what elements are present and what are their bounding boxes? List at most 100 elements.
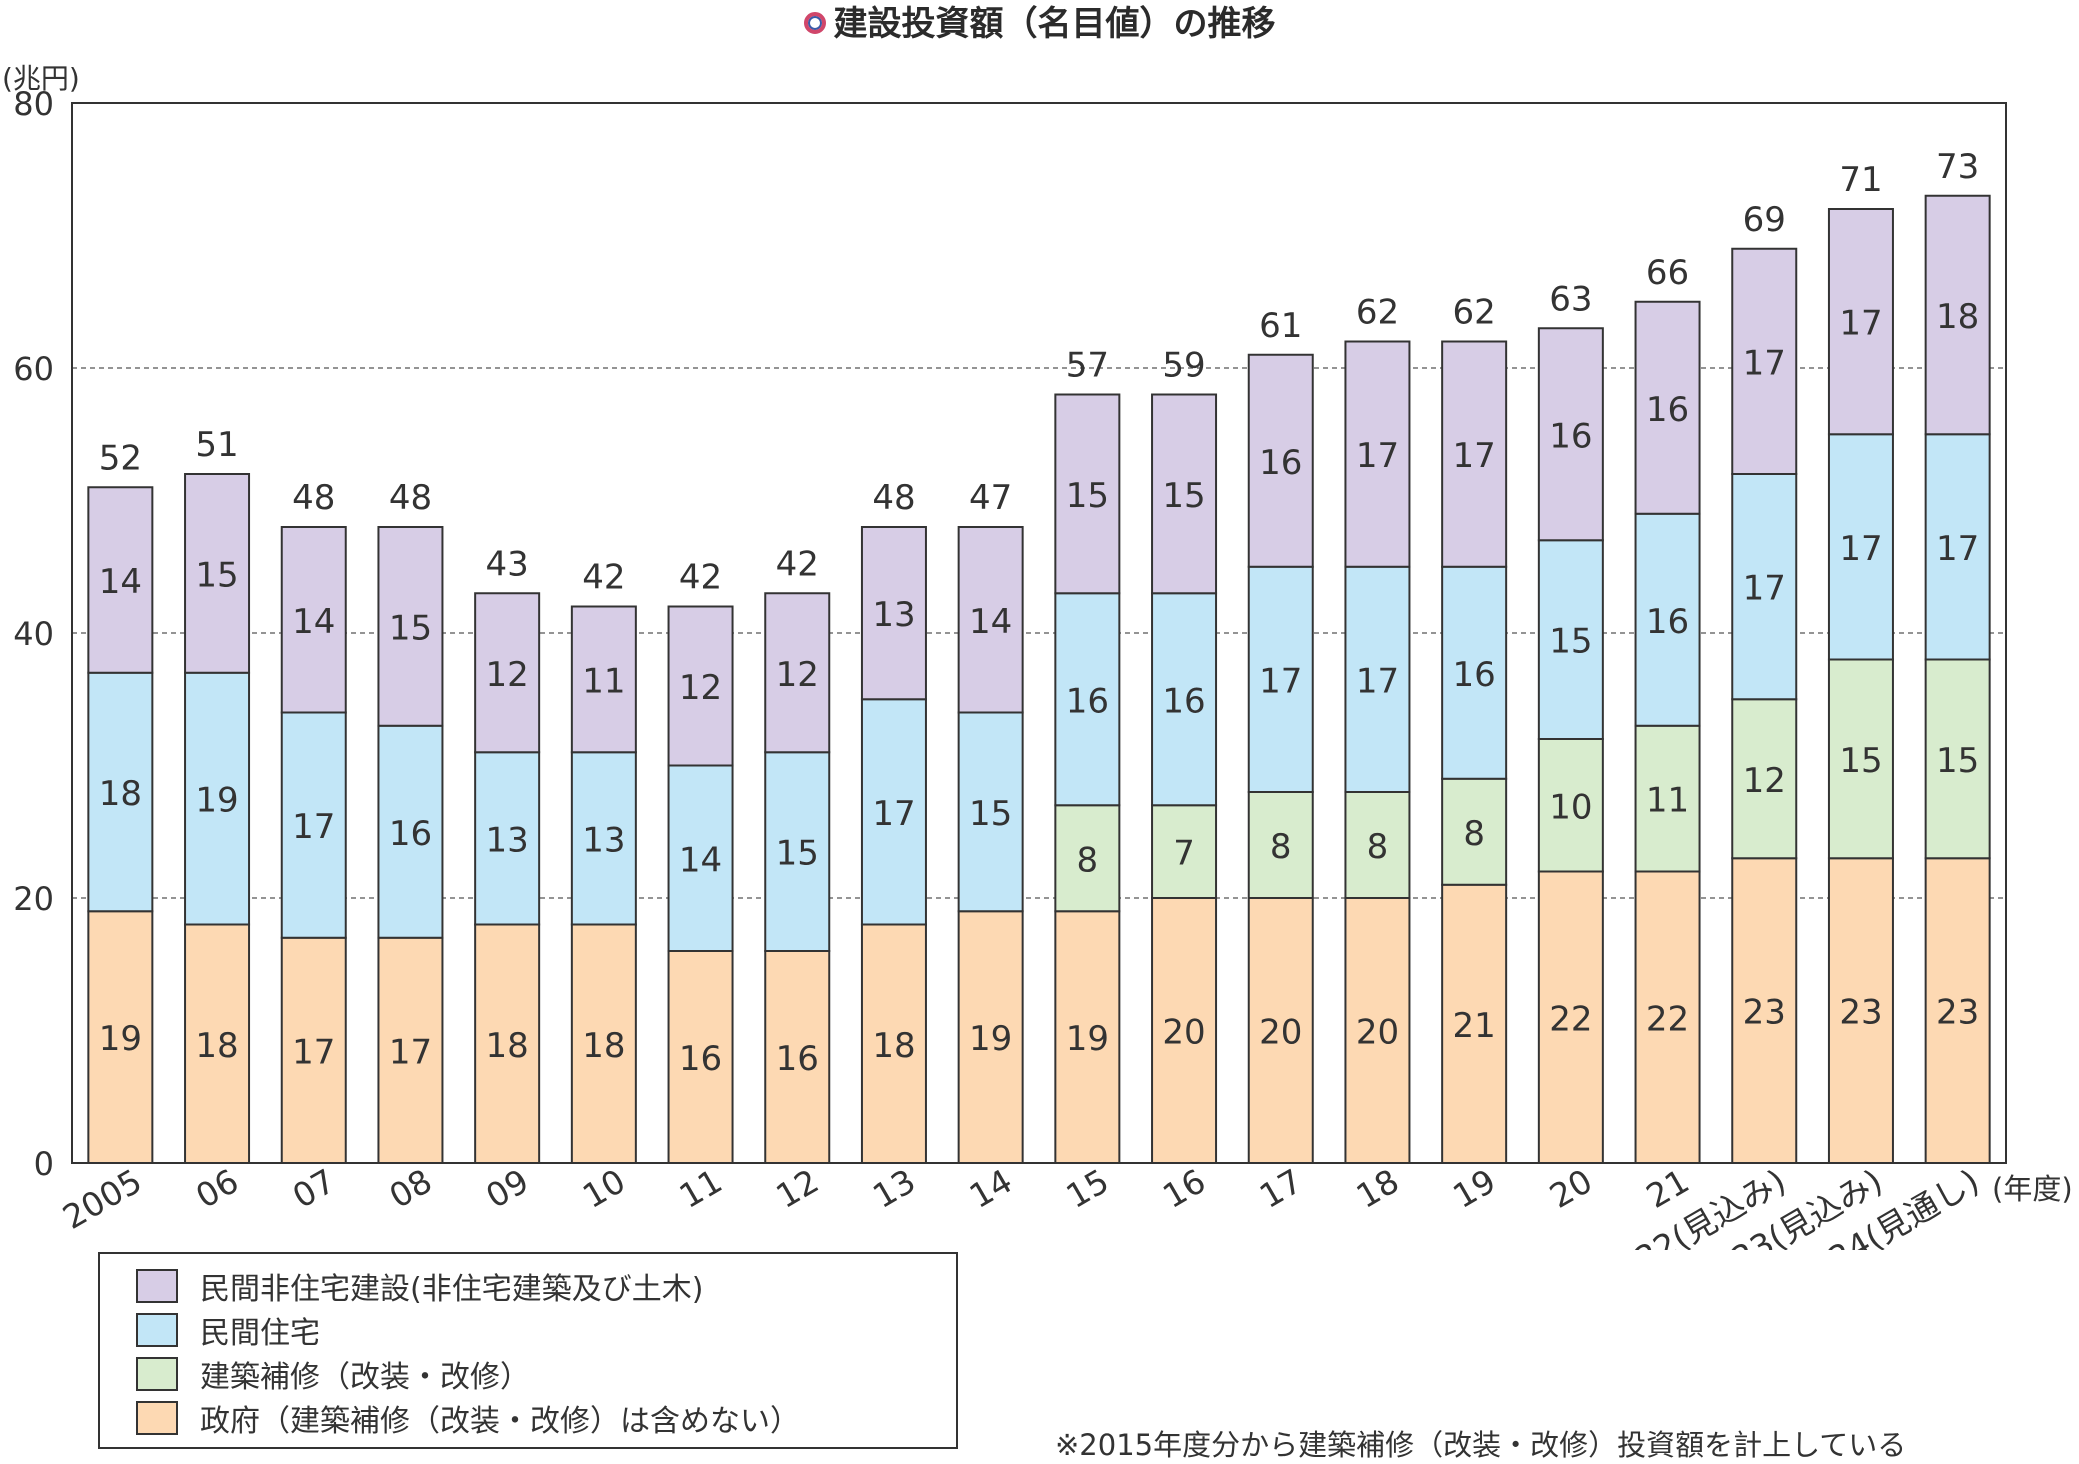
plot-frame [71, 102, 2007, 1164]
segment-value-label: 13 [486, 820, 529, 860]
segment-value-label: 19 [195, 781, 238, 821]
bar-segment [1634, 512, 1701, 727]
segment-value-label: 17 [1936, 529, 1979, 569]
legend-item: 民間非住宅建設(非住宅建築及び土木) [136, 1266, 703, 1307]
bar-segment [87, 486, 154, 674]
segment-value-label: 17 [1839, 529, 1882, 569]
bar-total-label: 51 [195, 425, 238, 465]
chart-title: 建設投資額（名目値）の推移 [0, 4, 2079, 44]
x-tick-label: 11 [673, 1161, 729, 1216]
segment-value-label: 16 [1162, 681, 1205, 721]
segment-value-label: 23 [1743, 993, 1786, 1033]
segment-value-label: 16 [1066, 681, 1109, 721]
x-tick-label: 17 [1253, 1161, 1309, 1216]
segment-value-label: 20 [1162, 1013, 1205, 1053]
bar-segment [1247, 565, 1314, 793]
bar-segment [377, 526, 444, 727]
x-tick-label: 08 [383, 1161, 439, 1216]
chart-title-text: 建設投資額（名目値）の推移 [833, 4, 1276, 44]
bar-segment [280, 711, 347, 939]
x-tick-label: 09 [479, 1161, 535, 1216]
segment-value-label: 8 [1463, 814, 1485, 854]
bar-segment [1924, 194, 1991, 436]
bar-segment [1344, 340, 1411, 568]
segment-value-label: 14 [679, 840, 722, 880]
segment-value-label: 17 [1356, 436, 1399, 476]
segment-value-label: 8 [1270, 827, 1292, 867]
segment-value-label: 13 [582, 820, 625, 860]
segment-value-label: 15 [1162, 476, 1205, 516]
segment-value-label: 13 [872, 595, 915, 635]
segment-value-label: 16 [1646, 602, 1689, 642]
segment-value-label: 16 [679, 1039, 722, 1079]
legend-label: 政府（建築補修（改装・改修）は含めない） [200, 1404, 800, 1439]
bar-total-label: 62 [1453, 293, 1496, 333]
bar-segment [1151, 393, 1218, 595]
label-layer: 19 18 14 52 18 19 15 51 17 17 14 48 17 16 15 48 18 13 12 43… [99, 147, 1980, 1079]
segment-value-label: 12 [1743, 761, 1786, 801]
segment-value-label: 14 [99, 562, 142, 602]
segment-value-label: 15 [195, 555, 238, 595]
segment-value-label: 16 [1646, 390, 1689, 430]
bar-segment [570, 751, 637, 926]
segment-value-label: 18 [195, 1026, 238, 1066]
segment-value-label: 16 [1453, 655, 1496, 695]
bar-total-label: 66 [1646, 253, 1689, 293]
bar-total-label: 48 [292, 478, 335, 518]
bar-total-label: 42 [679, 558, 722, 598]
segment-value-label: 18 [582, 1026, 625, 1066]
segment-value-label: 15 [1936, 741, 1979, 781]
legend-swatch [136, 1269, 178, 1303]
bar-segment [570, 605, 637, 754]
segment-value-label: 18 [1936, 297, 1979, 337]
bar-segment [1634, 724, 1701, 873]
bar-total-label: 57 [1066, 346, 1109, 386]
bar-total-label: 63 [1549, 279, 1592, 319]
segment-value-label: 23 [1839, 993, 1882, 1033]
y-tick-label: 80 [13, 85, 54, 123]
bar-segment [1924, 433, 1991, 661]
x-tick-label: 21 [1640, 1161, 1696, 1216]
segment-value-label: 16 [389, 814, 432, 854]
segment-value-label: 15 [1066, 476, 1109, 516]
bar-segment [860, 526, 927, 701]
segment-value-label: 20 [1259, 1013, 1302, 1053]
bar-total-label: 69 [1743, 200, 1786, 240]
bar-segment [1151, 804, 1218, 899]
bar-segment [667, 764, 734, 952]
legend-swatch [136, 1357, 178, 1391]
segment-value-label: 20 [1356, 1013, 1399, 1053]
bar-segment [860, 923, 927, 1164]
segment-value-label: 15 [776, 834, 819, 874]
x-tick-label: 19 [1446, 1161, 1502, 1216]
segment-value-label: 17 [872, 794, 915, 834]
segment-value-label: 23 [1936, 993, 1979, 1033]
segment-value-label: 17 [1743, 569, 1786, 609]
legend-item: 建築補修（改装・改修） [136, 1354, 530, 1395]
segment-value-label: 22 [1646, 999, 1689, 1039]
segment-value-label: 12 [776, 655, 819, 695]
x-tick-label: 15 [1059, 1161, 1115, 1216]
bar-segment [1151, 592, 1218, 807]
segment-value-label: 17 [292, 807, 335, 847]
x-tick-label: 14 [963, 1161, 1019, 1216]
segment-value-label: 17 [1743, 343, 1786, 383]
segment-value-label: 16 [776, 1039, 819, 1079]
bar-segment [1247, 353, 1314, 568]
segment-value-label: 18 [486, 1026, 529, 1066]
bar-segment [957, 711, 1024, 913]
segment-value-label: 19 [99, 1019, 142, 1059]
bar-segment [377, 724, 444, 939]
bar-segment [1441, 883, 1508, 1164]
grid-layer [72, 367, 2006, 899]
bar-segment [184, 473, 251, 674]
bar-segment [184, 671, 251, 926]
segment-value-label: 17 [389, 1032, 432, 1072]
segment-value-label: 8 [1077, 840, 1099, 880]
segment-value-label: 11 [582, 661, 625, 701]
bar-total-label: 48 [872, 478, 915, 518]
bar-segment [1537, 539, 1604, 740]
bar-total-label: 47 [969, 478, 1012, 518]
bar-segment [1634, 300, 1701, 515]
segment-value-label: 16 [1549, 416, 1592, 456]
